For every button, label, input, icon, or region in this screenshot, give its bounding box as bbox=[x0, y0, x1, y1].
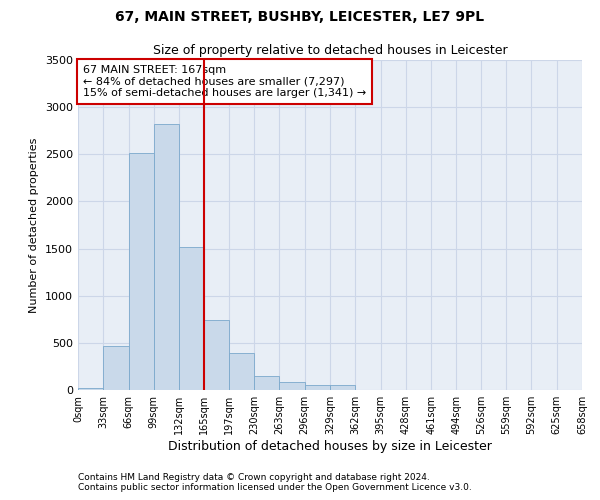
Bar bbox=[103, 346, 128, 390]
Bar bbox=[78, 388, 103, 390]
Bar bbox=[330, 386, 355, 390]
Text: 67, MAIN STREET, BUSHBY, LEICESTER, LE7 9PL: 67, MAIN STREET, BUSHBY, LEICESTER, LE7 … bbox=[115, 10, 485, 24]
Bar bbox=[229, 353, 254, 390]
Y-axis label: Number of detached properties: Number of detached properties bbox=[29, 138, 40, 312]
Text: Contains HM Land Registry data © Crown copyright and database right 2024.: Contains HM Land Registry data © Crown c… bbox=[78, 474, 430, 482]
X-axis label: Distribution of detached houses by size in Leicester: Distribution of detached houses by size … bbox=[168, 440, 492, 453]
Bar bbox=[154, 124, 179, 390]
Bar bbox=[179, 246, 205, 390]
Bar bbox=[305, 385, 330, 390]
Bar bbox=[280, 382, 305, 390]
Bar bbox=[205, 320, 229, 390]
Bar bbox=[128, 154, 154, 390]
Bar bbox=[254, 376, 280, 390]
Title: Size of property relative to detached houses in Leicester: Size of property relative to detached ho… bbox=[152, 44, 508, 58]
Text: Contains public sector information licensed under the Open Government Licence v3: Contains public sector information licen… bbox=[78, 484, 472, 492]
Text: 67 MAIN STREET: 167sqm
← 84% of detached houses are smaller (7,297)
15% of semi-: 67 MAIN STREET: 167sqm ← 84% of detached… bbox=[83, 65, 366, 98]
